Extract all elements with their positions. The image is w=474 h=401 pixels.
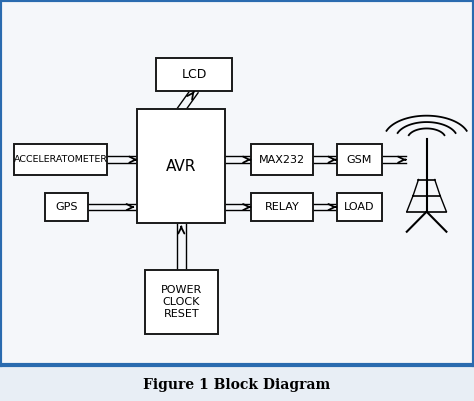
Text: GSM: GSM <box>346 155 372 165</box>
Bar <box>251 144 313 175</box>
Bar <box>251 193 313 221</box>
Text: LOAD: LOAD <box>344 202 374 212</box>
Bar <box>337 144 382 175</box>
Bar <box>337 193 382 221</box>
Text: RELAY: RELAY <box>264 202 300 212</box>
Text: Figure 1 Block Diagram: Figure 1 Block Diagram <box>143 378 331 392</box>
Text: POWER
CLOCK
RESET: POWER CLOCK RESET <box>161 286 202 318</box>
Text: GPS: GPS <box>55 202 78 212</box>
Text: LCD: LCD <box>182 68 207 81</box>
Bar <box>145 270 218 334</box>
Text: ACCELERATOMETER: ACCELERATOMETER <box>13 155 108 164</box>
Bar <box>45 193 88 221</box>
Bar <box>156 59 232 91</box>
Bar <box>14 144 107 175</box>
Text: AVR: AVR <box>166 158 197 174</box>
Bar <box>137 109 225 223</box>
Text: MAX232: MAX232 <box>259 155 305 165</box>
